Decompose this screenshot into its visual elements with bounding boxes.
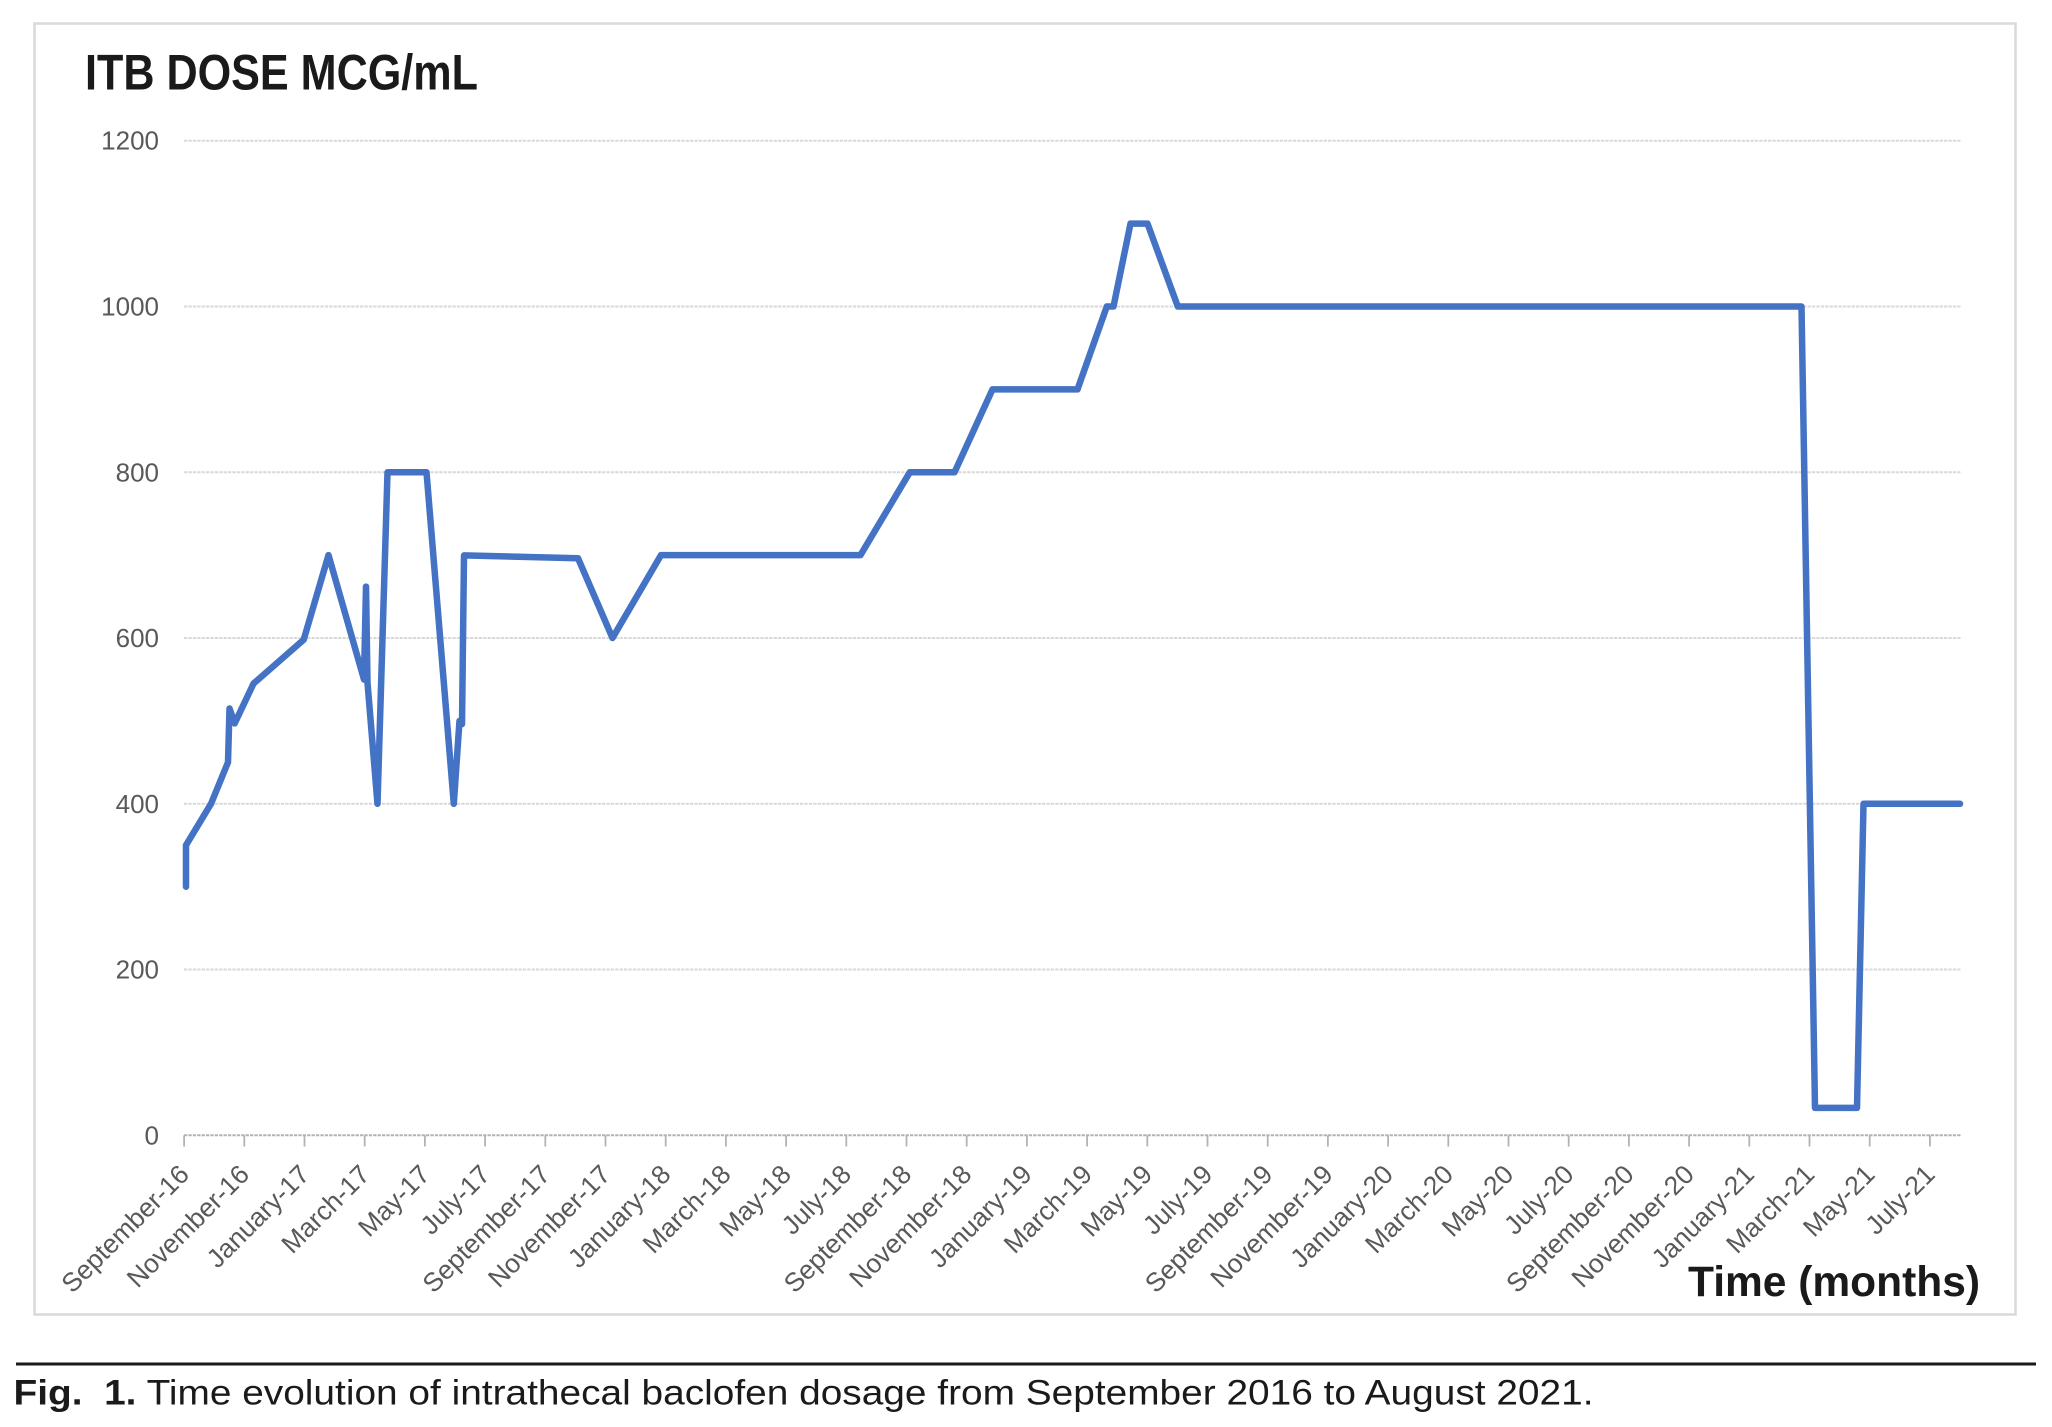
svg-text:Time (months): Time (months): [1688, 1259, 1980, 1306]
svg-text:200: 200: [116, 955, 159, 985]
svg-text:600: 600: [116, 623, 159, 653]
svg-text:800: 800: [116, 457, 159, 487]
svg-text:Fig. 1. Time evolution of int: Fig. 1. Time evolution of intrathecal ba…: [14, 1374, 1594, 1413]
svg-text:400: 400: [116, 789, 159, 819]
svg-text:ITB DOSE MCG/mL: ITB DOSE MCG/mL: [85, 45, 478, 101]
svg-text:1000: 1000: [101, 292, 159, 322]
svg-text:0: 0: [145, 1120, 159, 1150]
svg-text:1200: 1200: [101, 126, 159, 156]
